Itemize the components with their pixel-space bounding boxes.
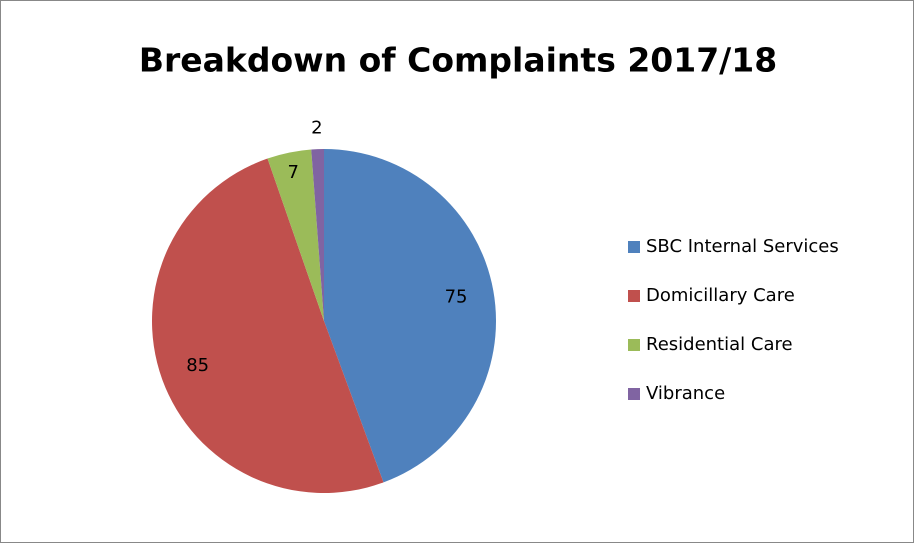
chart-title: Breakdown of Complaints 2017/18 [139,41,777,80]
pie-slice [311,149,324,321]
legend-swatch [628,339,640,351]
pie-slice [151,158,384,494]
pie-slice [324,149,497,483]
legend-swatch [628,290,640,302]
legend-label: SBC Internal Services [646,236,839,257]
legend-label: Domicillary Care [646,285,795,306]
data-label: 2 [311,117,322,138]
data-label: 75 [445,286,468,307]
legend-swatch [628,388,640,400]
data-label: 7 [288,162,299,183]
legend-swatch [628,241,640,253]
legend-label: Residential Care [646,334,793,355]
data-label: 85 [186,355,209,376]
legend-label: Vibrance [646,383,725,404]
pie-slice [267,149,324,321]
